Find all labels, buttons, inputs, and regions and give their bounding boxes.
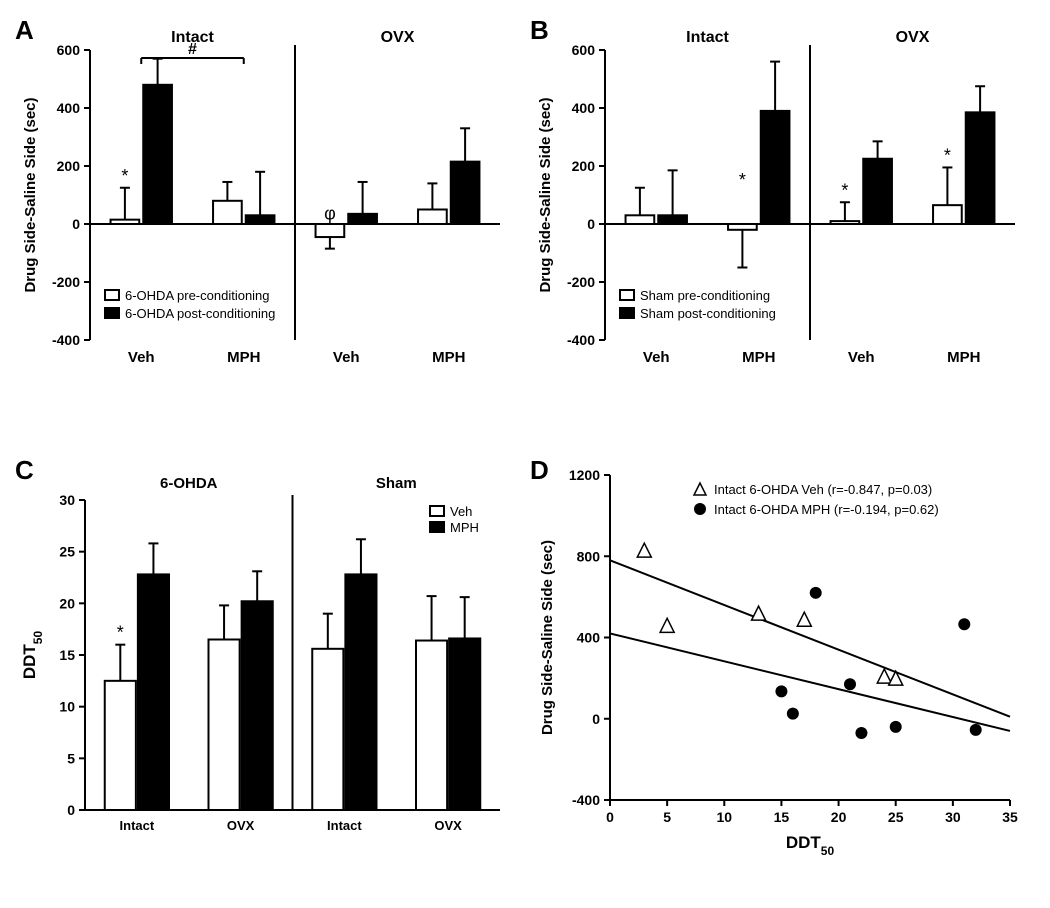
- svg-text:Sham pre-conditioning: Sham pre-conditioning: [640, 288, 770, 303]
- svg-text:OVX: OVX: [896, 29, 930, 46]
- panel-c: C 0 5 10 15 20 25 30 DDT50 * Intact OVX Intact OVX 6-…: [15, 455, 510, 865]
- svg-text:400: 400: [577, 630, 601, 646]
- svg-text:Sham post-conditioning: Sham post-conditioning: [640, 306, 776, 321]
- svg-text:25: 25: [59, 544, 75, 560]
- svg-text:0: 0: [72, 216, 80, 232]
- svg-text:Intact: Intact: [327, 818, 362, 833]
- svg-text:DDT50: DDT50: [786, 833, 835, 858]
- svg-text:OVX: OVX: [434, 818, 462, 833]
- svg-text:φ: φ: [324, 203, 336, 223]
- svg-text:6-OHDA: 6-OHDA: [160, 475, 218, 492]
- svg-text:Drug Side-Saline Side (sec): Drug Side-Saline Side (sec): [539, 540, 556, 735]
- svg-text:15: 15: [774, 809, 790, 825]
- svg-text:200: 200: [57, 158, 81, 174]
- svg-text:Veh: Veh: [333, 349, 360, 366]
- panel-b-label: B: [530, 15, 549, 46]
- svg-text:600: 600: [57, 42, 81, 58]
- svg-text:-400: -400: [572, 792, 600, 808]
- svg-text:*: *: [739, 170, 746, 190]
- svg-text:5: 5: [663, 809, 671, 825]
- panel-d-label: D: [530, 455, 549, 486]
- svg-text:Drug Side-Saline Side (sec): Drug Side-Saline Side (sec): [537, 97, 554, 292]
- svg-text:6-OHDA pre-conditioning: 6-OHDA pre-conditioning: [125, 288, 270, 303]
- svg-text:15: 15: [59, 647, 75, 663]
- svg-text:400: 400: [572, 100, 596, 116]
- svg-text:-400: -400: [567, 332, 595, 348]
- svg-text:600: 600: [572, 42, 596, 58]
- svg-text:35: 35: [1002, 809, 1018, 825]
- svg-text:Veh: Veh: [848, 349, 875, 366]
- svg-text:30: 30: [945, 809, 961, 825]
- svg-text:-200: -200: [567, 274, 595, 290]
- svg-text:-400: -400: [52, 332, 80, 348]
- svg-text:OVX: OVX: [381, 29, 415, 46]
- svg-text:MPH: MPH: [227, 349, 260, 366]
- svg-text:Intact 6-OHDA Veh (r=-0.847, p: Intact 6-OHDA Veh (r=-0.847, p=0.03): [714, 482, 932, 497]
- svg-text:#: #: [188, 41, 197, 58]
- svg-text:25: 25: [888, 809, 904, 825]
- svg-text:DDT50: DDT50: [20, 631, 45, 680]
- svg-text:400: 400: [57, 100, 81, 116]
- panel-a: A -400 -200 0 200 400 600 Drug Side-Saline Sid…: [15, 15, 510, 395]
- svg-text:Veh: Veh: [643, 349, 670, 366]
- svg-text:Sham: Sham: [376, 475, 417, 492]
- panel-b-chart: -400 -200 0 200 400 600 Drug Side-Saline Side …: [530, 15, 1025, 395]
- svg-text:10: 10: [59, 699, 75, 715]
- svg-text:*: *: [117, 623, 124, 643]
- svg-text:Intact: Intact: [120, 818, 155, 833]
- svg-text:OVX: OVX: [227, 818, 255, 833]
- svg-text:MPH: MPH: [742, 349, 775, 366]
- svg-text:MPH: MPH: [450, 520, 479, 535]
- svg-text:6-OHDA post-conditioning: 6-OHDA post-conditioning: [125, 306, 275, 321]
- svg-text:10: 10: [716, 809, 732, 825]
- svg-text:30: 30: [59, 492, 75, 508]
- svg-text:*: *: [121, 166, 128, 186]
- svg-text:0: 0: [587, 216, 595, 232]
- panel-a-label: A: [15, 15, 34, 46]
- panel-d: D -400 0 400 800 1200 0 5 10 15 20 25 30 35 Drug Side…: [530, 455, 1025, 865]
- svg-text:20: 20: [831, 809, 847, 825]
- panel-d-chart: -400 0 400 800 1200 0 5 10 15 20 25 30 35 Drug Side-S…: [530, 455, 1025, 865]
- svg-text:-200: -200: [52, 274, 80, 290]
- svg-text:*: *: [841, 180, 848, 200]
- figure: A -400-2000200400600Drug Side-Saline Sid…: [10, 10, 1040, 898]
- svg-text:Intact 6-OHDA MPH (r=-0.194, p: Intact 6-OHDA MPH (r=-0.194, p=0.62): [714, 502, 939, 517]
- svg-text:0: 0: [592, 711, 600, 727]
- svg-text:0: 0: [67, 802, 75, 818]
- svg-text:800: 800: [577, 548, 601, 564]
- svg-text:200: 200: [572, 158, 596, 174]
- svg-text:Intact: Intact: [686, 29, 729, 46]
- panel-c-chart: 0 5 10 15 20 25 30 DDT50 * Intact OVX Intact OVX 6-OH…: [15, 455, 510, 865]
- svg-text:MPH: MPH: [947, 349, 980, 366]
- svg-text:MPH: MPH: [432, 349, 465, 366]
- svg-text:*: *: [944, 145, 951, 165]
- panel-a-chart: -400 -200 0 200 400 600 Drug Side-Saline Side …: [15, 15, 510, 395]
- svg-text:Drug Side-Saline Side (sec): Drug Side-Saline Side (sec): [22, 97, 39, 292]
- svg-text:1200: 1200: [569, 467, 600, 483]
- panel-c-label: C: [15, 455, 34, 486]
- svg-text:20: 20: [59, 595, 75, 611]
- svg-text:0: 0: [606, 809, 614, 825]
- panel-b: B -400 -200 0 200 400 600 Drug Side-Saline Sid…: [530, 15, 1025, 395]
- svg-text:Veh: Veh: [128, 349, 155, 366]
- svg-text:5: 5: [67, 750, 75, 766]
- svg-text:Veh: Veh: [450, 504, 472, 519]
